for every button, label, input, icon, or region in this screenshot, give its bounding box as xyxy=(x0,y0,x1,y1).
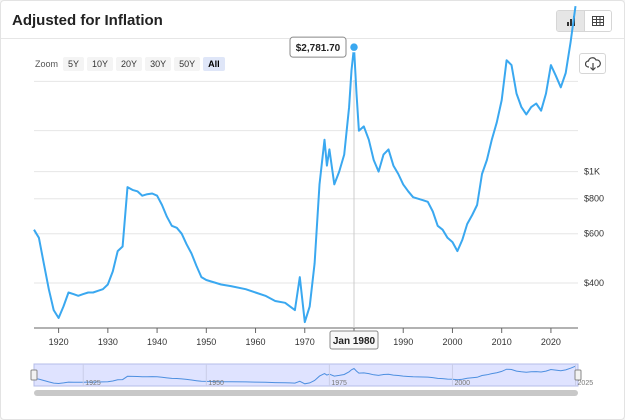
x-tick-label: 1960 xyxy=(246,337,266,347)
zoom-10y-button[interactable]: 10Y xyxy=(87,57,114,71)
date-tooltip-box xyxy=(329,330,379,350)
price-series-line xyxy=(33,5,577,324)
navigator-label: 2025 xyxy=(578,380,594,387)
navigator-window xyxy=(33,363,579,387)
x-tick-label: 1930 xyxy=(98,337,118,347)
zoom-5y-button[interactable]: 5Y xyxy=(63,57,85,71)
x-tick-label: 1970 xyxy=(295,337,315,347)
chart-title: Adjusted for Inflation xyxy=(12,12,163,29)
y-tick-label: $800 xyxy=(584,194,604,204)
zoom-all-button[interactable]: All xyxy=(203,57,225,71)
navigator-label: 1975 xyxy=(331,380,347,387)
navigator-scrollbar xyxy=(34,390,578,396)
x-tick-label: 2010 xyxy=(492,337,512,347)
y-tick-label: $600 xyxy=(584,229,604,239)
y-tick-label: $1K xyxy=(584,167,600,177)
cloud-download-icon xyxy=(584,56,601,71)
navigator-right-handle xyxy=(574,369,582,381)
zoom-label: Zoom xyxy=(35,59,59,69)
zoom-20y-button[interactable]: 20Y xyxy=(116,57,143,71)
table-icon xyxy=(592,16,604,26)
navigator-label: 2000 xyxy=(454,380,470,387)
navigator-label: 1950 xyxy=(208,380,224,387)
tooltip-marker xyxy=(348,41,360,53)
navigator-series-line xyxy=(33,365,576,385)
zoom-50y-button[interactable]: 50Y xyxy=(174,57,201,71)
y-tick-label: $400 xyxy=(584,278,604,288)
x-tick-label: 2000 xyxy=(442,337,462,347)
x-tick-label: 1990 xyxy=(393,337,413,347)
value-tooltip-text: $2,781.70 xyxy=(296,43,341,54)
x-tick-label: 1920 xyxy=(49,337,69,347)
navigator-label: 1925 xyxy=(85,380,101,387)
navigator-left-handle xyxy=(30,369,38,381)
table-view-button[interactable] xyxy=(584,11,611,31)
zoom-bar: Zoom 5Y 10Y 20Y 30Y 50Y All xyxy=(35,57,228,71)
x-tick-label: 1940 xyxy=(147,337,167,347)
zoom-30y-button[interactable]: 30Y xyxy=(145,57,172,71)
x-tick-label: 1950 xyxy=(196,337,216,347)
download-button[interactable] xyxy=(579,53,606,74)
value-tooltip-box xyxy=(289,36,347,58)
date-tooltip-text: Jan 1980 xyxy=(333,336,376,347)
x-tick-label: 2020 xyxy=(541,337,561,347)
